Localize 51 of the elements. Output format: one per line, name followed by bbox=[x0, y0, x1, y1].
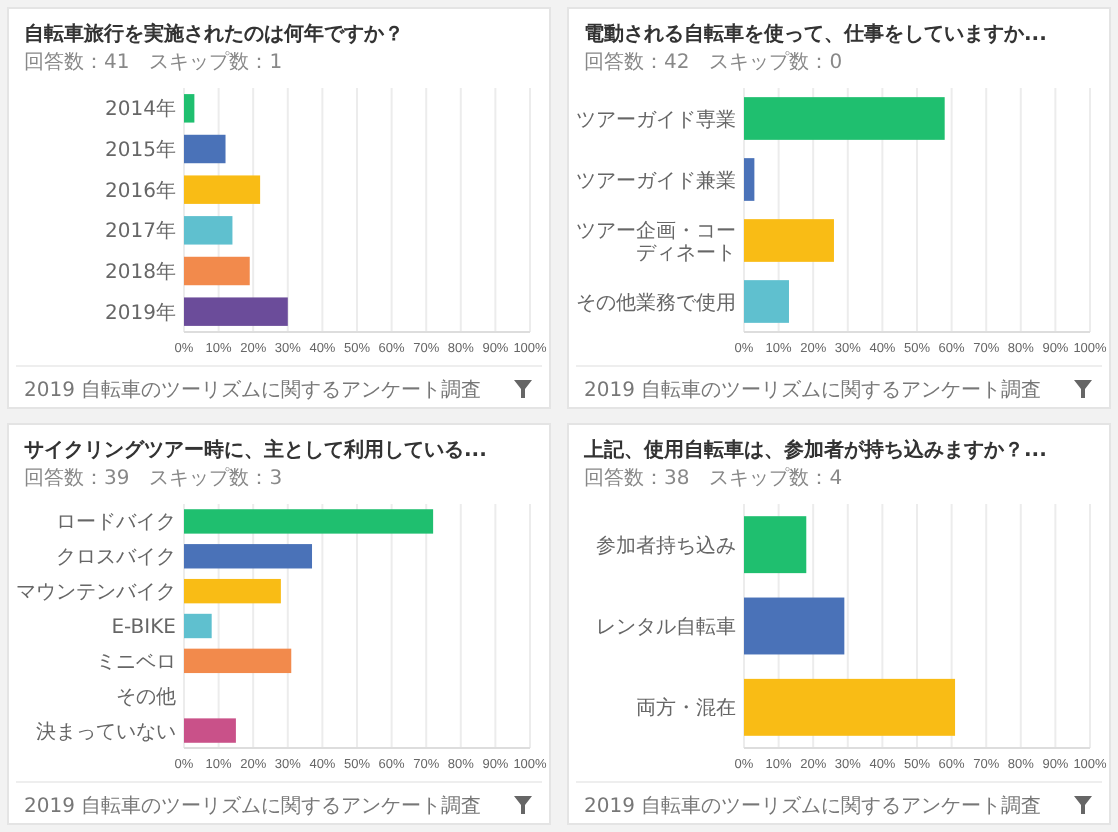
bar bbox=[184, 578, 281, 604]
y-tick-label: 2015年 bbox=[105, 138, 176, 162]
bar bbox=[184, 256, 250, 286]
chart-title: サイクリングツアー時に、主として利用している... bbox=[24, 438, 487, 462]
y-tick-label: ミニベロ bbox=[96, 651, 176, 674]
text: 2019 自転車のツーリズムに関するアンケート調査 bbox=[584, 378, 1042, 402]
text: 2019 自転車のツーリズムに関するアンケート調査 bbox=[584, 794, 1042, 818]
chart-subtitle: 回答数：38 スキップ数：4 bbox=[584, 466, 843, 490]
bar bbox=[744, 678, 956, 736]
y-tick-label: レンタル自転車 bbox=[596, 615, 736, 639]
y-tick-label: ツアーガイド兼業 bbox=[576, 168, 736, 193]
chart-subtitle: 回答数：41 スキップ数：1 bbox=[24, 50, 283, 74]
y-tick-label: E-BIKE bbox=[111, 617, 176, 639]
bar bbox=[744, 597, 845, 655]
bar bbox=[184, 718, 236, 743]
bar bbox=[744, 158, 755, 201]
y-tick-label: マウンテンバイク bbox=[16, 582, 176, 605]
text: 2019 自転車のツーリズムに関するアンケート調査 bbox=[24, 794, 482, 818]
chart-title: 自転車旅行を実施されたのは何年ですか？ bbox=[24, 22, 404, 46]
chart-subtitle: 回答数：42 スキップ数：0 bbox=[584, 50, 843, 74]
bar bbox=[184, 613, 212, 639]
y-tick-label: その他 bbox=[116, 684, 176, 709]
y-tick-label: 2017年 bbox=[105, 219, 176, 244]
y-tick-label: 2018年 bbox=[105, 260, 176, 284]
bar bbox=[744, 280, 789, 323]
bar bbox=[744, 516, 807, 574]
y-tick-label: 参加者持ち込み bbox=[596, 533, 736, 558]
bar bbox=[744, 97, 945, 140]
y-tick-label: 2019年 bbox=[105, 300, 176, 325]
bar bbox=[744, 219, 834, 262]
bar bbox=[184, 216, 233, 245]
bar bbox=[184, 175, 261, 204]
text: 2019 自転車のツーリズムに関するアンケート調査 bbox=[24, 378, 482, 402]
y-tick-label: ツアー企画・コーディネート bbox=[576, 218, 736, 265]
chart-title: 電動される自転車を使って、仕事をしていますか... bbox=[584, 22, 1047, 46]
y-tick-label: その他業務で使用 bbox=[576, 290, 736, 315]
bar bbox=[184, 134, 226, 164]
y-tick-label: ツアーガイド専業 bbox=[576, 107, 736, 132]
y-tick-label: 2014年 bbox=[105, 97, 176, 122]
bar bbox=[184, 94, 195, 123]
y-tick-label: 2016年 bbox=[105, 178, 176, 203]
bar bbox=[184, 648, 292, 674]
bar bbox=[184, 544, 313, 569]
bar bbox=[184, 509, 434, 534]
y-tick-label: ロードバイク bbox=[56, 512, 176, 535]
y-tick-label: クロスバイク bbox=[56, 547, 176, 570]
chart-subtitle: 回答数：39 スキップ数：3 bbox=[24, 466, 283, 490]
y-tick-label: 両方・混在 bbox=[636, 696, 736, 721]
y-tick-label: 決まっていない bbox=[36, 719, 176, 744]
chart-title: 上記、使用自転車は、参加者が持ち込みますか？... bbox=[582, 438, 1047, 462]
bar bbox=[184, 297, 288, 326]
